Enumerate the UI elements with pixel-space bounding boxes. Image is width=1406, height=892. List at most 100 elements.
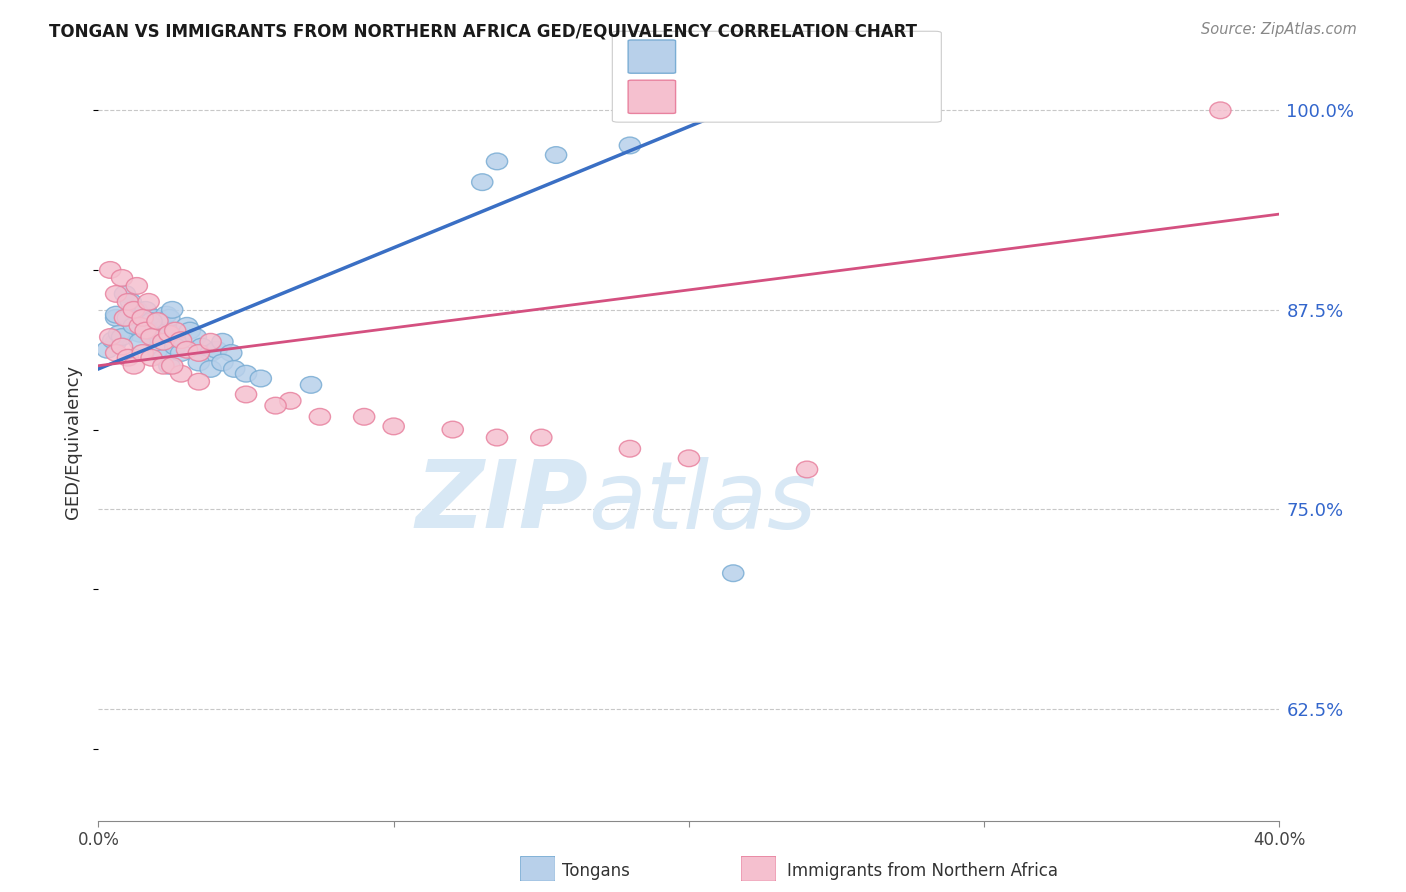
Ellipse shape xyxy=(200,344,221,361)
Ellipse shape xyxy=(132,310,153,326)
Ellipse shape xyxy=(114,310,135,326)
Ellipse shape xyxy=(165,338,186,355)
Ellipse shape xyxy=(212,354,233,371)
Ellipse shape xyxy=(212,334,233,351)
FancyBboxPatch shape xyxy=(741,856,776,881)
Ellipse shape xyxy=(188,354,209,371)
Ellipse shape xyxy=(141,328,162,345)
Ellipse shape xyxy=(188,344,209,361)
Ellipse shape xyxy=(103,332,124,349)
Ellipse shape xyxy=(200,360,221,377)
Y-axis label: GED/Equivalency: GED/Equivalency xyxy=(65,365,83,518)
Ellipse shape xyxy=(382,418,405,434)
Ellipse shape xyxy=(141,350,162,366)
Ellipse shape xyxy=(105,306,127,323)
Ellipse shape xyxy=(108,326,129,343)
Ellipse shape xyxy=(127,277,148,294)
Ellipse shape xyxy=(301,376,322,393)
Ellipse shape xyxy=(138,322,159,339)
Ellipse shape xyxy=(186,328,207,345)
Ellipse shape xyxy=(114,310,135,326)
Ellipse shape xyxy=(235,386,257,403)
Ellipse shape xyxy=(180,322,201,339)
FancyBboxPatch shape xyxy=(628,80,675,113)
Ellipse shape xyxy=(162,358,183,374)
Ellipse shape xyxy=(153,320,174,337)
Ellipse shape xyxy=(530,429,553,446)
Ellipse shape xyxy=(165,326,186,343)
Ellipse shape xyxy=(135,322,156,339)
Text: atlas: atlas xyxy=(589,457,817,548)
Ellipse shape xyxy=(124,301,145,318)
Ellipse shape xyxy=(153,334,174,351)
Text: R =: R = xyxy=(689,87,731,106)
Ellipse shape xyxy=(159,326,180,343)
Ellipse shape xyxy=(162,301,183,318)
Text: Tongans: Tongans xyxy=(562,863,630,880)
Ellipse shape xyxy=(165,322,186,339)
Ellipse shape xyxy=(138,326,159,343)
Ellipse shape xyxy=(135,301,156,318)
Ellipse shape xyxy=(124,358,145,374)
Ellipse shape xyxy=(121,293,142,310)
Ellipse shape xyxy=(146,342,169,358)
Ellipse shape xyxy=(353,409,375,425)
Ellipse shape xyxy=(143,310,165,326)
Ellipse shape xyxy=(129,326,150,343)
Ellipse shape xyxy=(111,269,132,286)
Text: 0.388: 0.388 xyxy=(742,47,803,66)
Ellipse shape xyxy=(486,429,508,446)
Ellipse shape xyxy=(153,358,174,374)
Text: 44: 44 xyxy=(869,87,896,106)
Ellipse shape xyxy=(141,313,162,329)
Ellipse shape xyxy=(111,328,132,345)
Ellipse shape xyxy=(117,350,139,366)
Text: TONGAN VS IMMIGRANTS FROM NORTHERN AFRICA GED/EQUIVALENCY CORRELATION CHART: TONGAN VS IMMIGRANTS FROM NORTHERN AFRIC… xyxy=(49,22,917,40)
Ellipse shape xyxy=(105,344,127,361)
Ellipse shape xyxy=(135,318,156,334)
Ellipse shape xyxy=(170,344,191,361)
Ellipse shape xyxy=(105,310,127,326)
Ellipse shape xyxy=(224,360,245,377)
Ellipse shape xyxy=(546,146,567,163)
FancyBboxPatch shape xyxy=(628,40,675,73)
Ellipse shape xyxy=(111,338,132,355)
Ellipse shape xyxy=(486,153,508,169)
Ellipse shape xyxy=(138,310,159,326)
Ellipse shape xyxy=(129,334,150,351)
Ellipse shape xyxy=(97,342,118,358)
Ellipse shape xyxy=(619,137,641,153)
Ellipse shape xyxy=(153,350,174,366)
Ellipse shape xyxy=(250,370,271,387)
Ellipse shape xyxy=(1209,102,1232,119)
Ellipse shape xyxy=(100,261,121,278)
Ellipse shape xyxy=(723,565,744,582)
Ellipse shape xyxy=(150,313,172,329)
FancyBboxPatch shape xyxy=(613,31,942,122)
Ellipse shape xyxy=(796,461,818,478)
Text: ZIP: ZIP xyxy=(416,456,589,549)
Ellipse shape xyxy=(141,318,162,334)
Ellipse shape xyxy=(117,310,139,326)
Ellipse shape xyxy=(205,342,228,358)
Text: N =: N = xyxy=(820,87,863,106)
Ellipse shape xyxy=(309,409,330,425)
Ellipse shape xyxy=(170,332,191,349)
Ellipse shape xyxy=(129,318,150,334)
Ellipse shape xyxy=(124,318,145,334)
Ellipse shape xyxy=(191,338,212,355)
Ellipse shape xyxy=(471,174,494,191)
Ellipse shape xyxy=(127,301,148,318)
Ellipse shape xyxy=(146,313,169,329)
Ellipse shape xyxy=(619,441,641,457)
Ellipse shape xyxy=(117,293,139,310)
Text: N =: N = xyxy=(820,47,863,66)
Ellipse shape xyxy=(105,334,127,351)
Ellipse shape xyxy=(176,342,198,358)
Ellipse shape xyxy=(280,392,301,409)
Ellipse shape xyxy=(176,318,198,334)
Ellipse shape xyxy=(132,344,153,361)
Ellipse shape xyxy=(129,310,150,326)
Ellipse shape xyxy=(156,306,177,323)
Ellipse shape xyxy=(100,328,121,345)
